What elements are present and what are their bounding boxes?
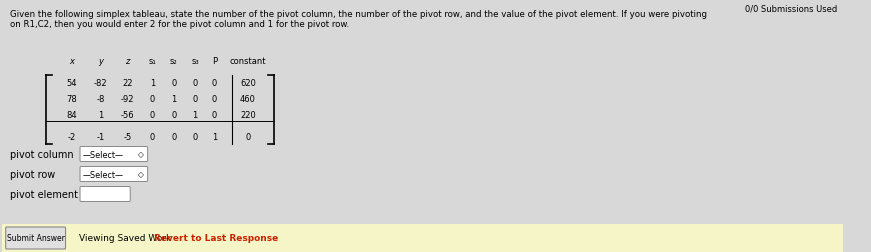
Text: 620: 620	[240, 78, 256, 87]
Text: 220: 220	[240, 110, 256, 119]
Text: s₃: s₃	[191, 57, 199, 66]
Text: constant: constant	[230, 57, 267, 66]
Text: 1: 1	[192, 110, 198, 119]
Text: -1: -1	[96, 132, 105, 141]
Text: 0: 0	[192, 94, 198, 103]
FancyBboxPatch shape	[6, 227, 65, 249]
Text: ◇: ◇	[138, 150, 144, 159]
Text: 1: 1	[150, 78, 155, 87]
Text: 0: 0	[212, 78, 217, 87]
FancyBboxPatch shape	[80, 147, 147, 162]
Text: ◇: ◇	[138, 170, 144, 179]
FancyBboxPatch shape	[2, 224, 843, 252]
Text: x: x	[69, 57, 74, 66]
Text: 22: 22	[122, 78, 132, 87]
Text: —Select—: —Select—	[83, 150, 124, 159]
FancyBboxPatch shape	[80, 167, 147, 182]
Text: -5: -5	[123, 132, 132, 141]
Text: 0: 0	[150, 110, 155, 119]
Text: 0: 0	[212, 110, 217, 119]
Text: 0: 0	[246, 132, 251, 141]
Text: s₂: s₂	[170, 57, 178, 66]
Text: 460: 460	[240, 94, 256, 103]
Text: -92: -92	[120, 94, 134, 103]
Text: y: y	[98, 57, 103, 66]
Text: 0/0 Submissions Used: 0/0 Submissions Used	[745, 5, 837, 14]
Text: 1: 1	[212, 132, 217, 141]
Text: 0: 0	[150, 132, 155, 141]
Text: 0: 0	[171, 132, 176, 141]
Text: Viewing Saved Work: Viewing Saved Work	[79, 234, 174, 242]
Text: 78: 78	[66, 94, 77, 103]
Text: 84: 84	[66, 110, 77, 119]
Text: 0: 0	[171, 110, 176, 119]
Text: pivot column: pivot column	[10, 149, 73, 159]
Text: -8: -8	[96, 94, 105, 103]
Text: pivot element: pivot element	[10, 189, 78, 199]
Text: pivot row: pivot row	[10, 169, 55, 179]
Text: Revert to Last Response: Revert to Last Response	[154, 234, 279, 242]
Text: P: P	[212, 57, 217, 66]
Text: z: z	[125, 57, 130, 66]
Text: —Select—: —Select—	[83, 170, 124, 179]
FancyBboxPatch shape	[80, 187, 131, 202]
Text: 0: 0	[192, 132, 198, 141]
Text: Submit Answer: Submit Answer	[7, 234, 64, 242]
Text: Given the following simplex tableau, state the number of the pivot column, the n: Given the following simplex tableau, sta…	[10, 10, 706, 29]
Text: -2: -2	[67, 132, 76, 141]
Text: 0: 0	[150, 94, 155, 103]
Text: 0: 0	[192, 78, 198, 87]
Text: 1: 1	[98, 110, 103, 119]
Text: -82: -82	[93, 78, 107, 87]
Text: 0: 0	[212, 94, 217, 103]
Text: 0: 0	[171, 78, 176, 87]
Text: -56: -56	[120, 110, 134, 119]
Text: 54: 54	[66, 78, 77, 87]
Text: s₁: s₁	[149, 57, 156, 66]
Text: 1: 1	[171, 94, 176, 103]
